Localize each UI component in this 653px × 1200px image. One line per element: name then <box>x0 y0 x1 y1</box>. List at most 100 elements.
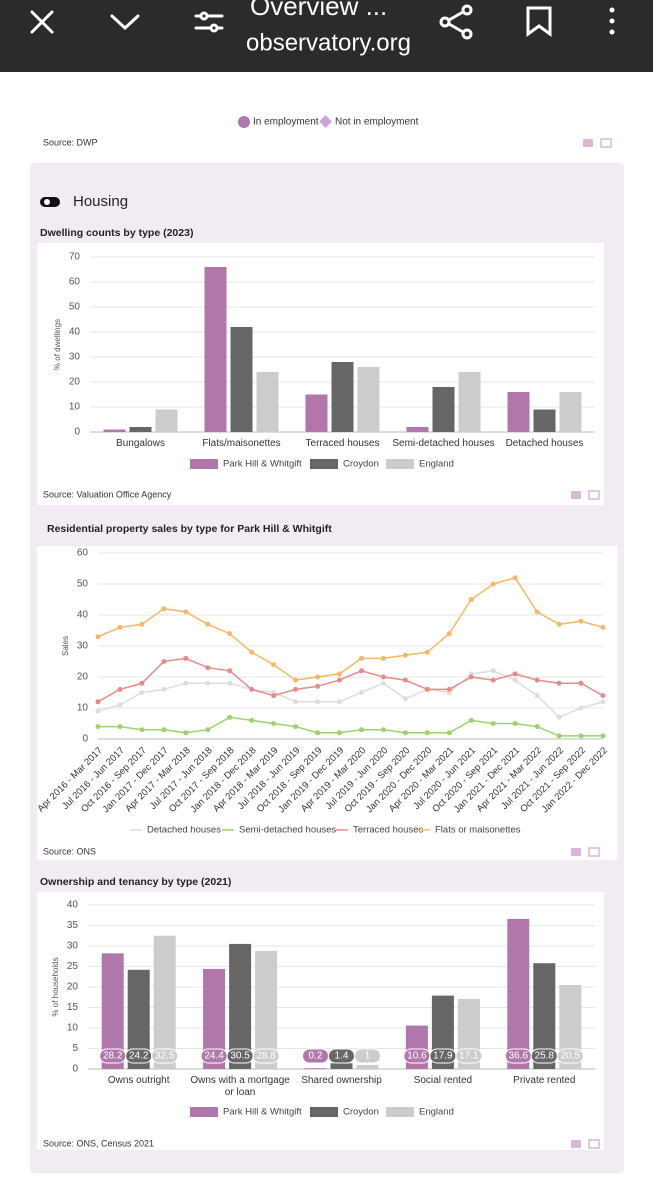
url: observatory.org <box>246 29 411 56</box>
browser-bar <box>0 0 653 72</box>
x-tick-label: Owns outright <box>107 1075 170 1086</box>
legend-label: Park Hill & Whitgift <box>223 459 302 470</box>
point <box>402 696 408 702</box>
point <box>424 686 430 692</box>
bar <box>230 327 253 432</box>
point <box>512 721 518 726</box>
menu-icon[interactable] <box>609 7 615 35</box>
table-icon <box>588 1139 600 1149</box>
close-icon[interactable] <box>30 10 54 34</box>
point <box>161 686 167 692</box>
point <box>139 621 145 627</box>
bar <box>255 950 278 1069</box>
source: Source: DWP <box>43 137 98 147</box>
bar <box>101 953 124 1069</box>
y-axis-label: % of households <box>51 957 60 1016</box>
chart-title: Residential property sales by type for P… <box>47 523 332 535</box>
point <box>205 621 211 627</box>
x-tick-label: Social rented <box>413 1075 473 1086</box>
source: Source: ONS, Census 2021 <box>43 1138 154 1148</box>
point <box>556 714 562 720</box>
point <box>337 730 343 736</box>
point <box>446 631 452 637</box>
legend-label: Croydon <box>343 459 379 470</box>
bar <box>533 409 556 432</box>
point <box>446 730 452 736</box>
bar <box>559 392 582 432</box>
point <box>578 705 584 711</box>
settings-icon[interactable] <box>194 11 224 33</box>
bar <box>507 918 530 1069</box>
point <box>358 690 364 695</box>
point <box>337 677 343 683</box>
point <box>315 699 321 705</box>
point <box>512 671 518 677</box>
x-tick-label: Terraced houses <box>305 438 380 449</box>
bar <box>155 409 178 432</box>
legend-label: England <box>419 459 454 470</box>
camera-icon <box>571 848 581 856</box>
point <box>183 680 189 686</box>
y-tick-label: 60 <box>77 548 89 559</box>
source: Source: Valuation Office Agency <box>43 489 172 499</box>
point <box>227 680 233 686</box>
point <box>117 624 123 630</box>
point <box>446 686 452 692</box>
legend-label: England <box>419 1107 454 1118</box>
bar <box>507 392 530 432</box>
point <box>183 655 189 661</box>
legend-label: Flats or maisonettes <box>435 825 521 836</box>
point <box>380 727 386 733</box>
point <box>512 677 518 683</box>
data-label: 17.9 <box>433 1051 453 1062</box>
point <box>402 652 408 658</box>
section-title: Housing <box>73 193 128 210</box>
camera-icon <box>571 1140 581 1148</box>
point <box>161 659 167 664</box>
share-icon[interactable] <box>439 4 473 40</box>
point <box>358 668 364 674</box>
y-tick-label: 60 <box>69 277 81 288</box>
point <box>600 699 606 705</box>
point <box>337 699 343 705</box>
toggle-knob <box>44 199 50 205</box>
bar <box>458 372 481 432</box>
point <box>490 721 496 726</box>
bar <box>305 394 328 432</box>
data-label: 24.4 <box>204 1051 224 1062</box>
point <box>293 677 299 683</box>
point <box>95 634 101 640</box>
data-label: 28.2 <box>103 1051 123 1062</box>
point <box>600 733 606 739</box>
legend-label: Not in employment <box>335 117 419 128</box>
point <box>512 575 518 581</box>
y-tick-label: 0 <box>74 427 80 438</box>
legend-swatch <box>190 459 218 469</box>
chart-title: Dwelling counts by type (2023) <box>40 227 193 239</box>
bar <box>330 1063 353 1069</box>
point <box>227 668 233 674</box>
point <box>227 631 233 637</box>
y-tick-label: 40 <box>77 610 89 621</box>
point <box>95 699 101 705</box>
bar <box>533 963 556 1069</box>
bar <box>432 387 455 432</box>
point <box>358 655 364 661</box>
bookmark-icon[interactable] <box>526 6 552 37</box>
camera-icon <box>571 491 581 499</box>
collapse-icon[interactable] <box>110 14 140 31</box>
point <box>293 699 299 705</box>
point <box>161 606 167 612</box>
point <box>249 649 255 655</box>
point <box>490 668 496 674</box>
point <box>600 693 606 699</box>
y-axis-label: % of dwellings <box>53 319 62 370</box>
point <box>139 727 145 733</box>
bar <box>204 267 227 432</box>
y-tick-label: 50 <box>69 302 81 313</box>
point <box>249 686 255 692</box>
point <box>205 680 211 686</box>
point <box>139 690 145 695</box>
point <box>534 677 540 683</box>
